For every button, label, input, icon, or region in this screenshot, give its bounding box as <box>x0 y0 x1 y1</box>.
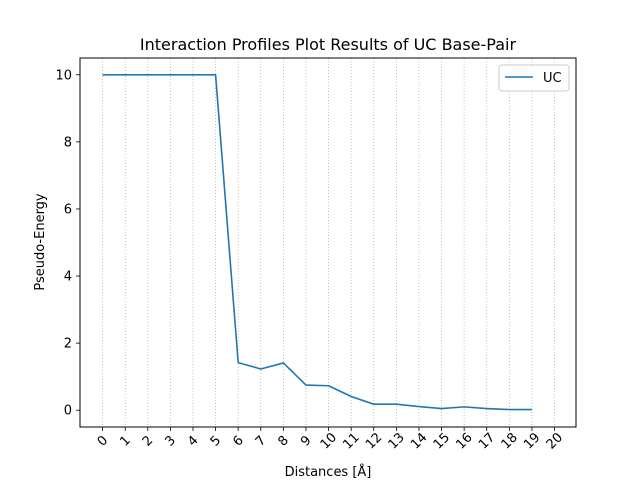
x-tick-label: 3 <box>163 433 179 449</box>
x-tick-label: 15 <box>431 430 453 452</box>
x-tick-label: 13 <box>386 430 408 452</box>
y-axis-label: Pseudo-Energy <box>33 193 48 291</box>
x-tick-label: 18 <box>499 430 521 452</box>
x-tick-label: 10 <box>318 430 340 452</box>
x-tick-label: 19 <box>521 430 543 452</box>
y-tick-label: 8 <box>64 135 72 150</box>
x-tick-label: 9 <box>298 433 314 449</box>
x-tick-label: 1 <box>117 433 133 449</box>
y-tick-label: 2 <box>64 337 72 352</box>
legend: UC <box>498 64 570 92</box>
x-tick-label: 7 <box>253 433 269 449</box>
y-tick-label: 4 <box>64 270 72 285</box>
legend-box <box>498 64 570 92</box>
x-tick-label: 4 <box>185 433 201 449</box>
x-axis-label: Distances [Å] <box>285 464 372 480</box>
x-tick-label: 5 <box>208 433 224 449</box>
x-tick-label: 12 <box>363 430 385 452</box>
legend-label-uc: UC <box>543 71 562 86</box>
x-tick-label: 20 <box>544 430 566 452</box>
y-tick-label: 0 <box>64 404 72 419</box>
series-line-uc <box>102 73 532 411</box>
plot-frame <box>79 57 577 428</box>
y-tick-label: 10 <box>55 68 72 83</box>
grid <box>102 58 555 427</box>
x-tick-label: 14 <box>408 430 430 452</box>
x-tick-label: 17 <box>476 430 498 452</box>
x-tick-label: 11 <box>340 430 362 452</box>
x-tick-label: 8 <box>275 433 291 449</box>
y-tick-label: 6 <box>64 202 72 217</box>
x-tick-label: 0 <box>95 433 111 449</box>
x-tick-label: 16 <box>453 430 475 452</box>
x-tick-label: 6 <box>230 433 246 449</box>
series-layer <box>102 73 532 411</box>
chart-title: Interaction Profiles Plot Results of UC … <box>140 35 517 54</box>
x-tick-label: 2 <box>140 433 156 449</box>
